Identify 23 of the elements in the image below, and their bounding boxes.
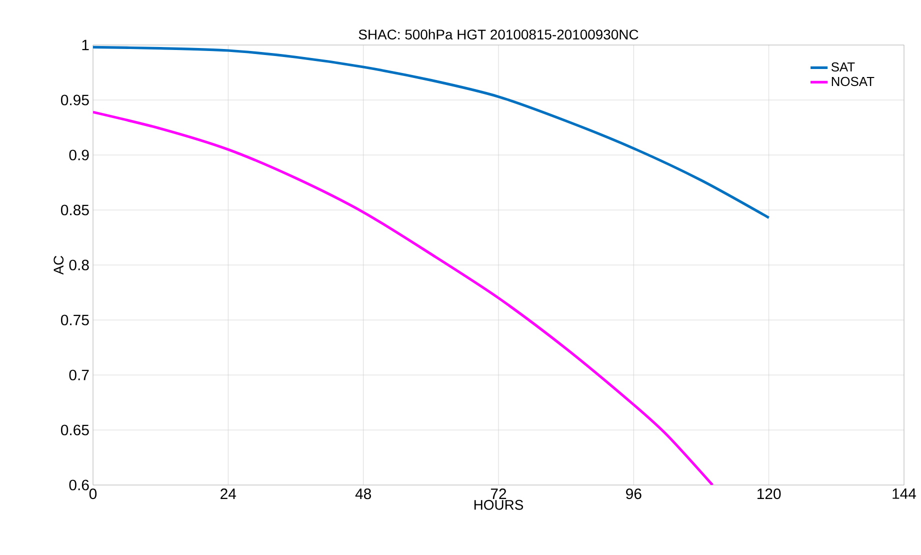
y-tick-label: 0.65 (60, 424, 89, 436)
x-tick-label: 48 (355, 488, 371, 500)
y-tick-label: 0.95 (60, 94, 89, 106)
x-tick-label: 96 (626, 488, 642, 500)
x-tick-label: 144 (892, 488, 916, 499)
y-tick-label: 0.8 (69, 260, 89, 270)
y-tick-label: 1 (82, 40, 89, 50)
y-tick-label: 0.75 (60, 314, 89, 326)
line-series (93, 46, 770, 219)
x-tick-label: 0 (89, 488, 97, 500)
x-tick-label: 72 (490, 488, 506, 499)
x-tick-label: 120 (758, 488, 781, 500)
y-axis-title: AC (54, 256, 64, 275)
legend-label: NOSAT (832, 76, 874, 86)
y-tick-label: 0.9 (69, 150, 89, 160)
x-tick-label: 24 (220, 488, 236, 499)
legend-label: SAT (831, 62, 855, 72)
x-axis-title: HOURS (474, 500, 524, 510)
line-series (93, 110, 714, 485)
chart-title: SHAC: 500hPa HGT 20100815-20100930NC (358, 29, 638, 40)
y-tick-label: 0.6 (69, 480, 89, 490)
y-tick-label: 0.7 (69, 370, 89, 380)
y-tick-label: 0.85 (60, 204, 89, 216)
